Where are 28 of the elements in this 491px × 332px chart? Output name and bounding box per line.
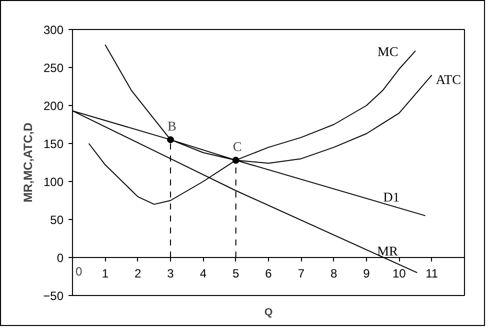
series-label: D1 (383, 190, 400, 205)
y-axis-title: MR,MC,ATC,D (21, 122, 36, 202)
x-tick-label: 5 (232, 266, 240, 280)
y-tick-label: 300 (43, 23, 64, 37)
y-tick-label: 250 (43, 61, 64, 75)
x-tick-label: 10 (392, 266, 406, 280)
x-axis-title: Q (264, 306, 273, 318)
x-tick-label: 2 (134, 266, 142, 280)
x-tick-label: 4 (200, 266, 207, 280)
x-tick-label: 6 (265, 266, 272, 280)
x-tick-label: 9 (363, 266, 370, 280)
x-tick-label: 0 (76, 264, 82, 278)
x-tick-label: 7 (298, 266, 305, 280)
y-tick-label: 200 (43, 99, 64, 113)
annotation: B (168, 118, 176, 134)
y-tick-label: 150 (43, 137, 64, 151)
y-tick-label: 50 (50, 213, 64, 227)
y-tick-label: 100 (43, 175, 64, 189)
series-label: ATC (436, 72, 462, 88)
series-label: MR (377, 244, 398, 259)
x-tick-label: 11 (426, 266, 438, 280)
x-tick-label: 3 (167, 266, 174, 280)
y-tick-label: 0 (56, 251, 64, 265)
series-label: MC (378, 44, 398, 59)
x-tick-label: 1 (102, 266, 109, 280)
y-tick-label: −50 (43, 289, 64, 303)
x-tick-label: 8 (330, 266, 338, 280)
annotation: C (232, 139, 242, 154)
